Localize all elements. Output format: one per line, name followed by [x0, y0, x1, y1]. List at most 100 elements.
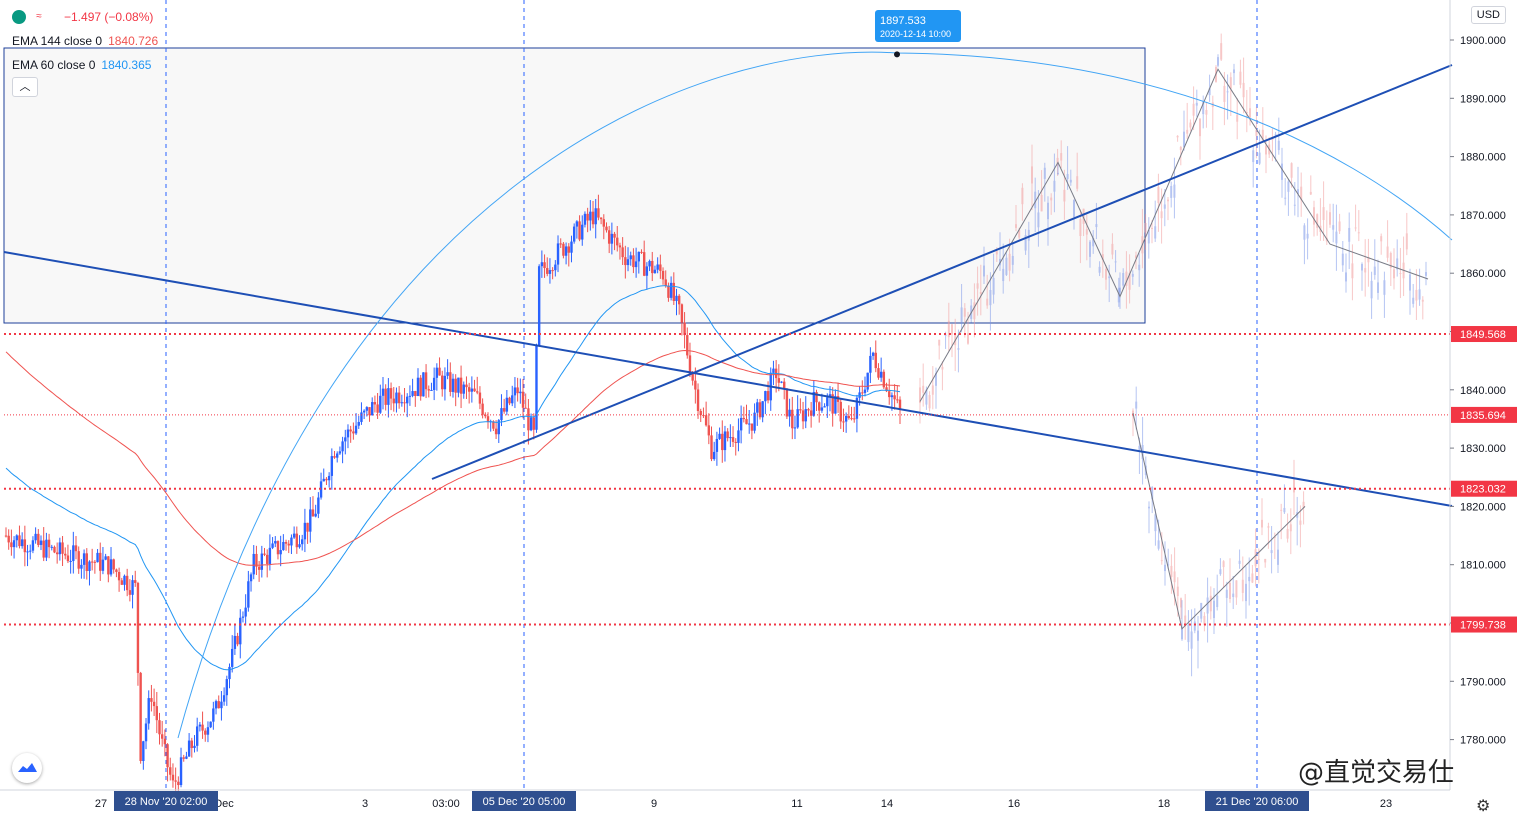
ghost-candle: [1167, 196, 1169, 221]
ghost-body: [1415, 289, 1418, 301]
trend-line-descending: [3, 251, 1453, 507]
ghost-body: [1151, 227, 1153, 229]
candle-body: [742, 417, 746, 420]
ghost-candle: [1345, 253, 1347, 293]
settings-gear-icon[interactable]: ⚙: [1476, 798, 1491, 815]
candle-body: [131, 580, 134, 595]
x-tick-label: 11: [791, 798, 802, 810]
candle-body: [470, 388, 474, 392]
candle: [850, 406, 853, 421]
candle: [190, 737, 194, 758]
candle-body: [163, 738, 167, 745]
ghost-body: [1092, 237, 1095, 247]
candle-body: [793, 427, 797, 429]
candle-body: [387, 388, 390, 405]
ghost-body: [1111, 243, 1114, 255]
ghost-body: [1183, 131, 1185, 148]
candle-body: [96, 552, 99, 563]
candle: [847, 405, 851, 420]
candle: [844, 412, 848, 433]
candle-body: [419, 377, 422, 397]
candle-body: [516, 387, 519, 394]
candle: [225, 675, 229, 706]
ghost-body: [928, 395, 931, 409]
ghost-body: [1031, 166, 1033, 184]
price-change: −1.497 (−0.08%): [64, 10, 154, 24]
candle-body: [618, 245, 622, 248]
legend-ema60[interactable]: EMA 60 close 0 1840.365: [12, 53, 158, 77]
candle-body: [686, 335, 689, 356]
candle-body: [882, 371, 886, 388]
ghost-body: [1101, 254, 1104, 260]
ghost-candle: [931, 366, 934, 410]
ghost-body: [1125, 271, 1128, 286]
ghost-body: [1079, 219, 1082, 237]
candle: [610, 222, 614, 255]
ghost-body: [1200, 602, 1203, 619]
candle: [731, 426, 735, 448]
candle-body: [12, 540, 16, 548]
candle-body: [389, 388, 393, 399]
candle-body: [93, 561, 97, 563]
ghost-body: [989, 290, 992, 306]
candle: [508, 396, 511, 406]
currency-badge[interactable]: USD: [1470, 6, 1506, 24]
ghost-body: [1011, 255, 1014, 265]
ghost-body: [1208, 88, 1211, 96]
y-tick-label: 1830.000: [1460, 443, 1506, 455]
ghost-body: [1380, 236, 1383, 242]
ghost-body: [1254, 549, 1257, 567]
candle-body: [182, 757, 185, 759]
candle-body: [748, 423, 751, 425]
wave-icon[interactable]: ≈: [36, 11, 42, 22]
ghost-body: [1157, 540, 1160, 549]
candle-body: [134, 580, 137, 583]
candle-body: [190, 740, 194, 749]
ghost-body: [1383, 280, 1386, 295]
candle-body: [290, 537, 293, 546]
candle: [344, 429, 347, 455]
candle-body: [753, 412, 756, 431]
candle: [648, 259, 651, 272]
ghost-candle: [1225, 581, 1228, 627]
candle: [616, 226, 619, 252]
visibility-icon[interactable]: [12, 10, 26, 24]
ghost-body: [1249, 108, 1251, 118]
candle: [93, 560, 97, 574]
candle-body: [667, 285, 670, 298]
ghost-candle: [1060, 140, 1063, 169]
candle: [607, 225, 611, 254]
candle: [823, 403, 826, 408]
chevron-up-icon[interactable]: ︿: [12, 77, 38, 97]
candle-body: [252, 553, 255, 575]
candle: [748, 410, 751, 434]
ghost-body: [1341, 253, 1344, 266]
tradingview-logo-icon[interactable]: [12, 753, 42, 783]
candle-body: [675, 295, 678, 301]
ghost-candle: [1233, 63, 1235, 86]
ghost-body: [1239, 71, 1242, 85]
ghost-candle: [1147, 217, 1150, 259]
candle: [201, 711, 204, 739]
ghost-body: [1386, 246, 1389, 258]
candle: [144, 718, 148, 750]
legend-ema144[interactable]: EMA 144 close 0 1840.726: [12, 29, 158, 53]
candle-body: [7, 535, 10, 543]
candle: [494, 420, 498, 440]
candle: [212, 701, 215, 730]
candle: [707, 413, 711, 445]
candle-body: [481, 403, 484, 415]
ghost-candle: [1245, 89, 1248, 133]
ghost-candle: [1211, 95, 1214, 130]
candle: [562, 242, 565, 259]
candle: [282, 534, 285, 551]
ghost-candle: [1293, 181, 1296, 216]
ghost-body: [1154, 226, 1157, 239]
ghost-candle: [922, 363, 925, 407]
candle-body: [330, 456, 334, 476]
candle-body: [807, 409, 810, 411]
candle-body: [10, 542, 13, 548]
candle: [656, 257, 659, 274]
